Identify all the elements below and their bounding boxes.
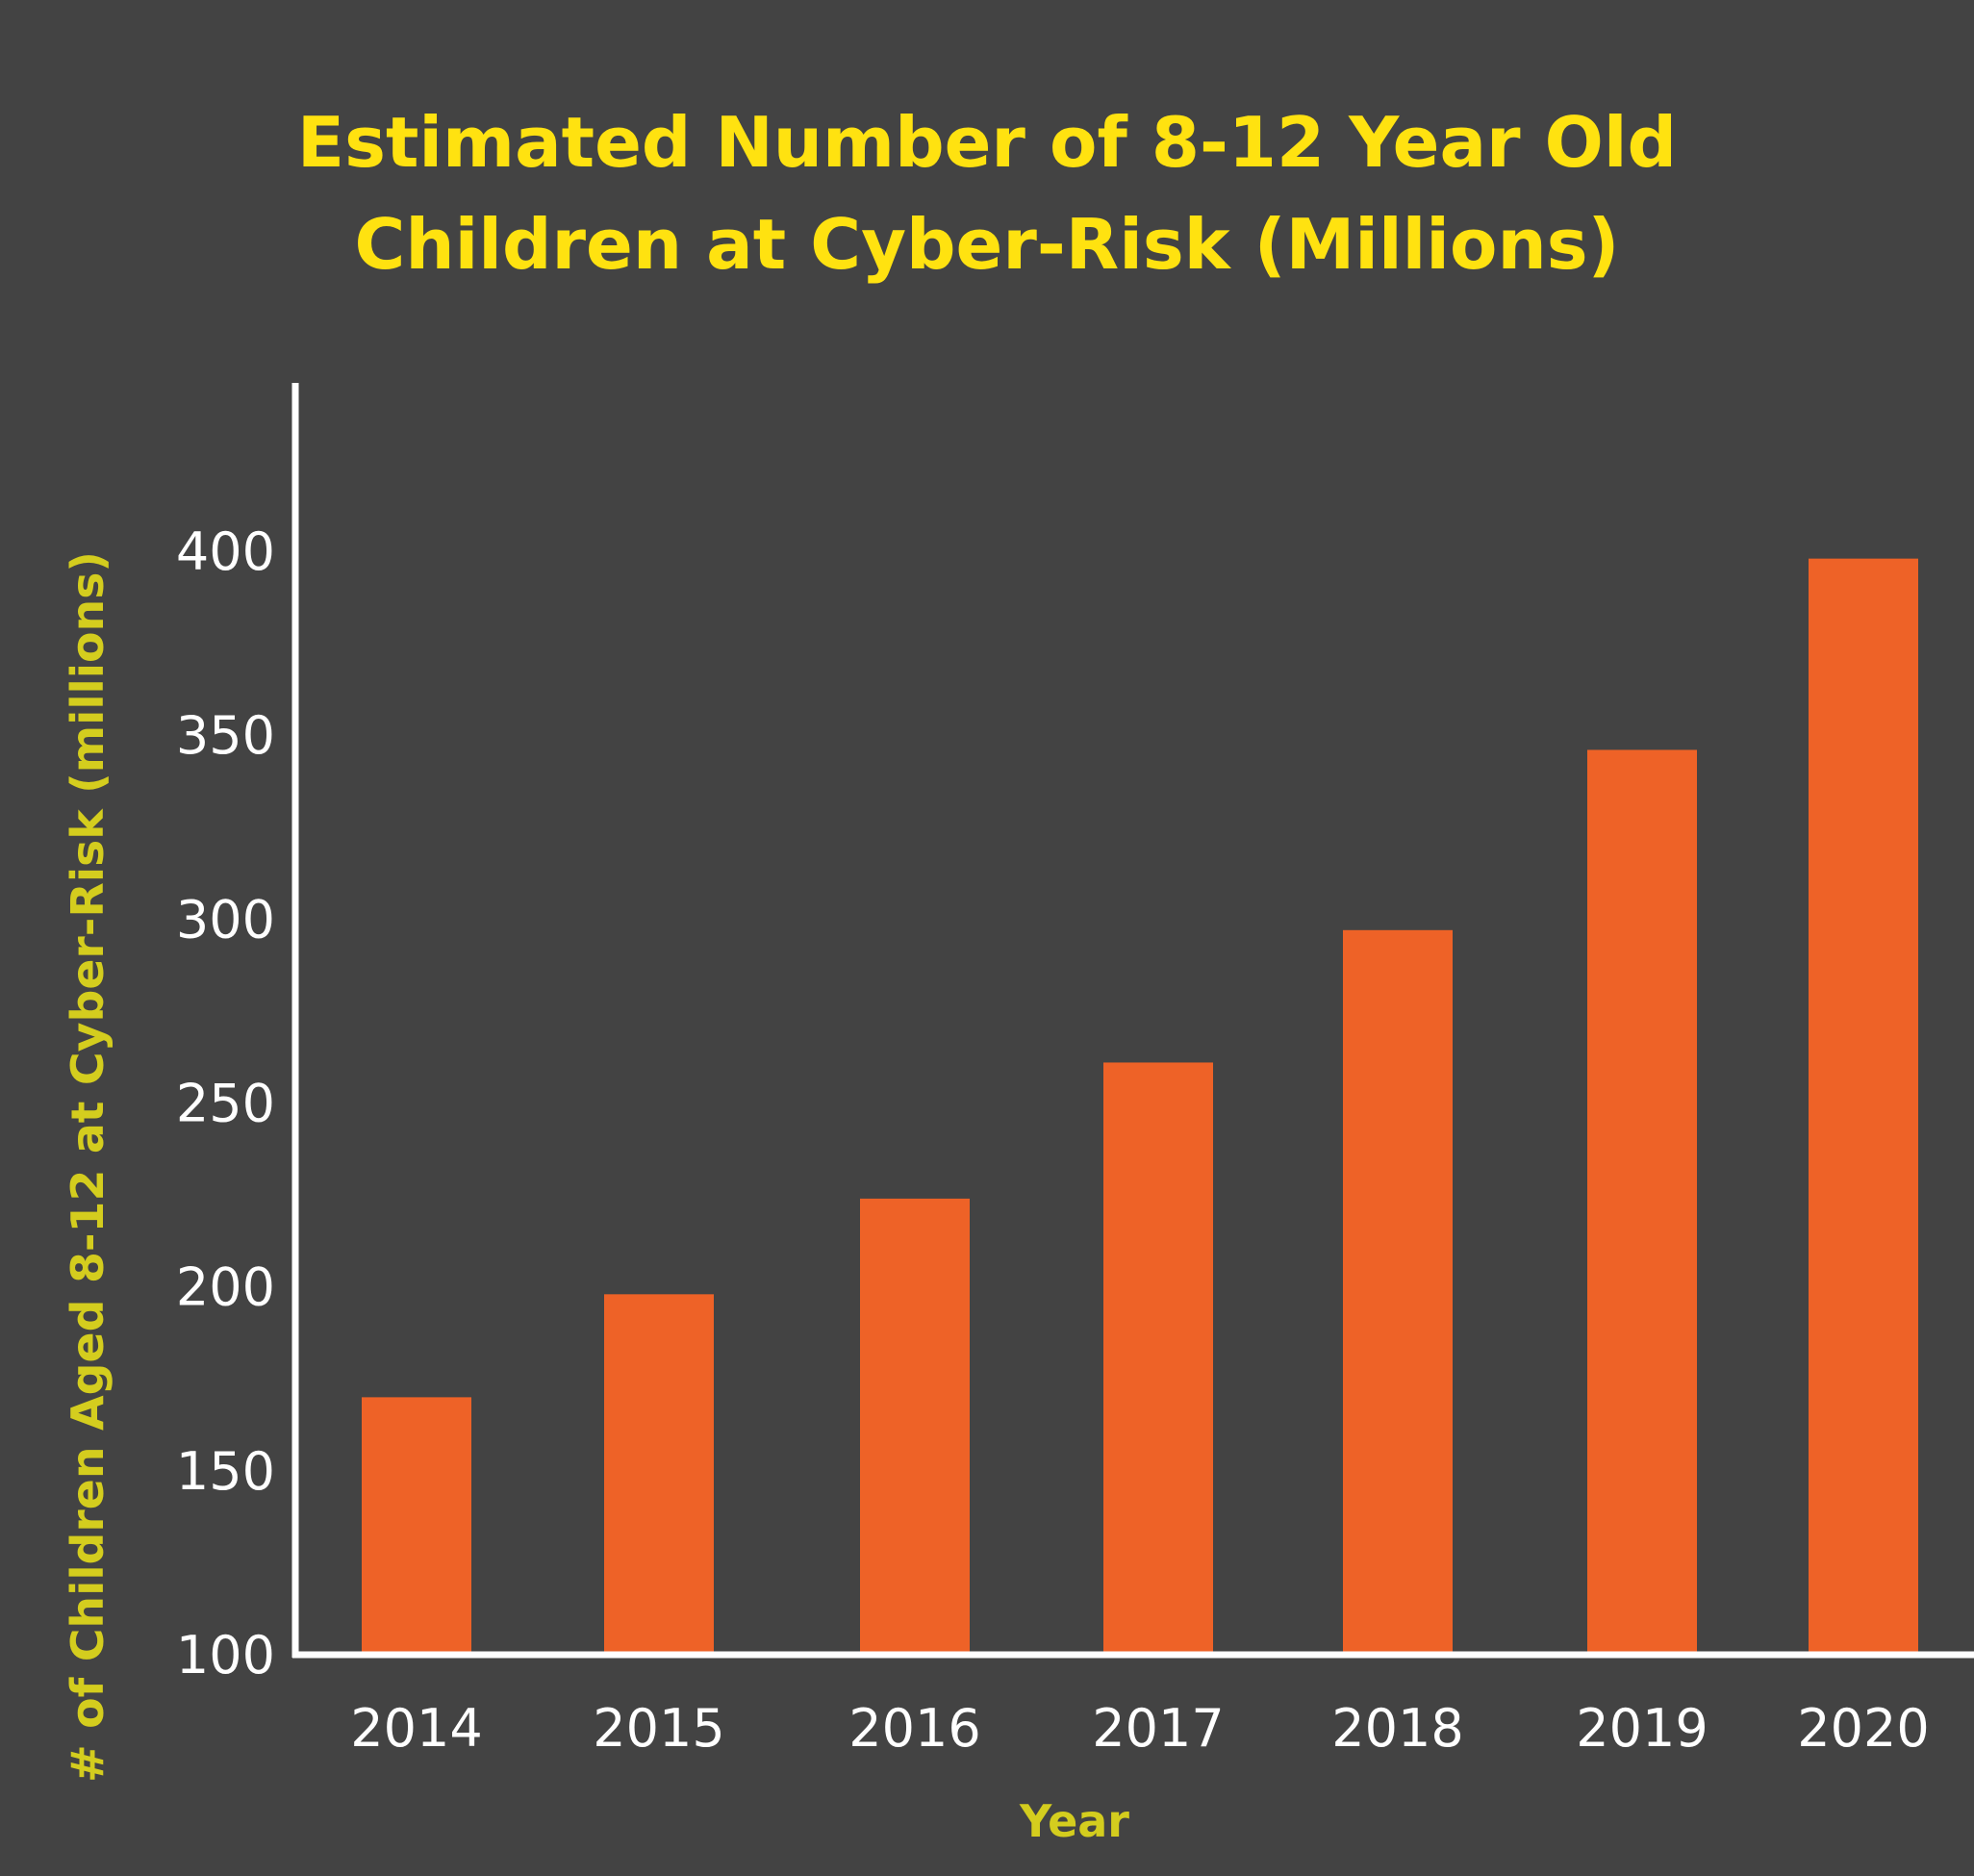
x-tick-label-2017: 2017	[1092, 1698, 1224, 1759]
y-tick-label-300: 300	[176, 889, 275, 950]
y-axis-title: # of Children Aged 8-12 at Cyber-Risk (m…	[62, 551, 114, 1783]
bar-2017	[1103, 1062, 1213, 1655]
chart-title-line-1: Estimated Number of 8-12 Year Old	[296, 102, 1678, 183]
x-tick-label-2019: 2019	[1576, 1698, 1708, 1759]
y-tick-label-150: 150	[176, 1441, 275, 1502]
x-tick-label-2014: 2014	[350, 1698, 482, 1759]
bar-2014	[362, 1397, 471, 1655]
x-axis-title: Year	[1019, 1795, 1129, 1847]
bar-2018	[1343, 929, 1453, 1655]
y-tick-label-250: 250	[176, 1074, 275, 1134]
bar-2015	[604, 1294, 714, 1655]
bar-2016	[860, 1198, 970, 1655]
chart-title-line-2: Children at Cyber-Risk (Millions)	[354, 204, 1620, 285]
x-tick-label-2020: 2020	[1797, 1698, 1929, 1759]
bars-group	[362, 558, 1918, 1655]
x-tick-labels: 2014 2015 2016 2017 2018 2019 2020	[350, 1698, 1929, 1759]
y-tick-label-350: 350	[176, 705, 275, 766]
x-tick-label-2018: 2018	[1331, 1698, 1463, 1759]
bar-2020	[1809, 558, 1918, 1655]
y-tick-label-400: 400	[176, 521, 275, 582]
y-tick-labels: 100 150 200 250 300 350 400	[176, 521, 275, 1686]
y-tick-label-200: 200	[176, 1257, 275, 1318]
chart-title: Estimated Number of 8-12 Year Old Childr…	[0, 91, 1974, 295]
x-tick-label-2016: 2016	[848, 1698, 980, 1759]
bar-2019	[1587, 749, 1697, 1655]
x-tick-label-2015: 2015	[593, 1698, 724, 1759]
y-tick-label-100: 100	[176, 1625, 275, 1686]
